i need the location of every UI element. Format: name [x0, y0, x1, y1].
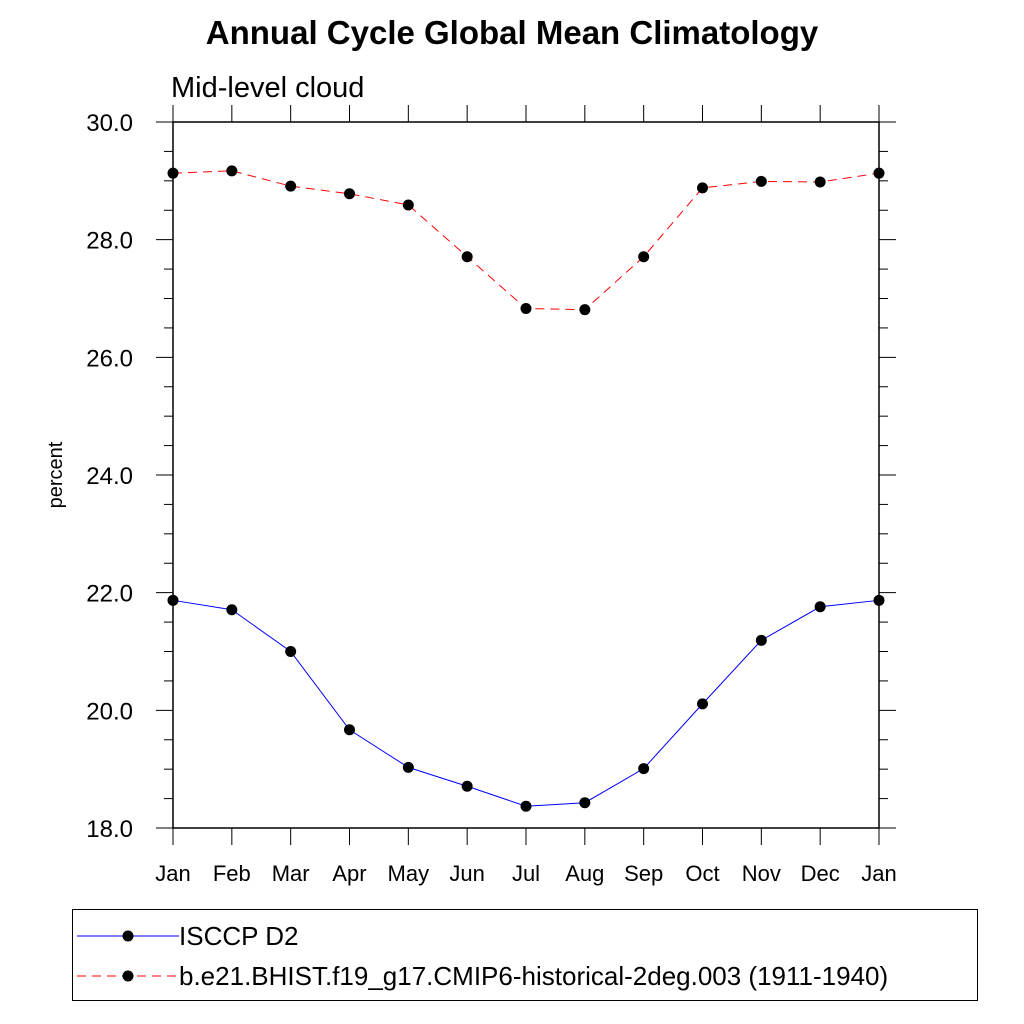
chart-title: Annual Cycle Global Mean Climatology: [205, 14, 819, 51]
x-tick-label: Aug: [565, 861, 604, 886]
chart-subtitle: Mid-level cloud: [171, 72, 365, 104]
y-tick-label: 26.0: [86, 345, 133, 372]
data-point: [344, 724, 355, 736]
data-point: [344, 188, 355, 200]
series-line: [172, 170, 880, 311]
y-tick-label: 30.0: [86, 110, 133, 137]
data-point: [638, 763, 650, 775]
data-point: [814, 601, 826, 613]
data-point: [402, 761, 414, 773]
y-tick-label: 20.0: [86, 698, 133, 725]
x-tick-label: Dec: [801, 861, 840, 886]
plot-frame: [172, 121, 880, 829]
series-line: [172, 599, 880, 807]
data-point: [697, 698, 708, 710]
x-tick-label: Oct: [685, 861, 719, 886]
y-axis-tick-labels: 18.0 20.0 22.0 24.0 26.0 28.0 30.0: [86, 110, 133, 843]
data-point: [461, 780, 473, 792]
data-point: [285, 646, 297, 657]
line-chart: 18.0 20.0 22.0 24.0 26.0 28.0 30.0 Jan Feb Mar Ap…: [45, 105, 897, 886]
data-point: [814, 176, 826, 188]
series-0: [167, 594, 885, 812]
x-tick-label: Mar: [272, 861, 310, 886]
x-tick-label: Jan: [861, 861, 896, 886]
y-axis-label: percent: [45, 441, 67, 508]
y-tick-label: 28.0: [86, 228, 133, 255]
series-1: [167, 165, 885, 316]
legend-swatch-dashed: [77, 970, 179, 982]
axis-ticks: [156, 105, 896, 845]
legend-swatch-solid: [77, 930, 179, 942]
data-point: [402, 199, 414, 211]
x-tick-label: Sep: [624, 861, 663, 886]
x-axis-tick-labels: Jan Feb Mar Apr May Jun Jul Aug Sep Oct Nov Dec Jan: [155, 861, 896, 886]
legend-item-model: b.e21.BHIST.f19_g17.CMIP6-historical-2de…: [73, 956, 977, 996]
y-tick-label: 18.0: [86, 816, 133, 843]
x-tick-label: Nov: [742, 861, 781, 886]
legend: ISCCP D2 b.e21.BHIST.f19_g17.CMIP6-histo…: [72, 909, 978, 1001]
data-point: [461, 251, 473, 263]
data-point: [638, 251, 650, 263]
data-point: [579, 797, 591, 809]
data-point: [755, 175, 767, 187]
y-tick-label: 24.0: [86, 463, 133, 490]
legend-label: ISCCP D2: [179, 921, 299, 951]
x-tick-label: Feb: [213, 861, 251, 886]
data-point: [285, 180, 297, 192]
legend-label: b.e21.BHIST.f19_g17.CMIP6-historical-2de…: [179, 961, 889, 991]
data-point: [755, 634, 767, 646]
x-tick-label: Jan: [155, 861, 190, 886]
data-point: [520, 800, 532, 812]
data-point: [226, 165, 238, 177]
data-point: [226, 604, 238, 616]
series-layer: [167, 165, 885, 812]
data-point: [579, 304, 591, 316]
x-tick-label: May: [388, 861, 430, 886]
x-tick-label: Jul: [512, 861, 540, 886]
x-tick-label: Apr: [332, 861, 366, 886]
y-tick-label: 22.0: [86, 581, 133, 608]
data-point: [697, 182, 708, 194]
legend-item-isccp: ISCCP D2: [73, 916, 977, 956]
data-point: [520, 303, 532, 315]
x-tick-label: Jun: [449, 861, 484, 886]
